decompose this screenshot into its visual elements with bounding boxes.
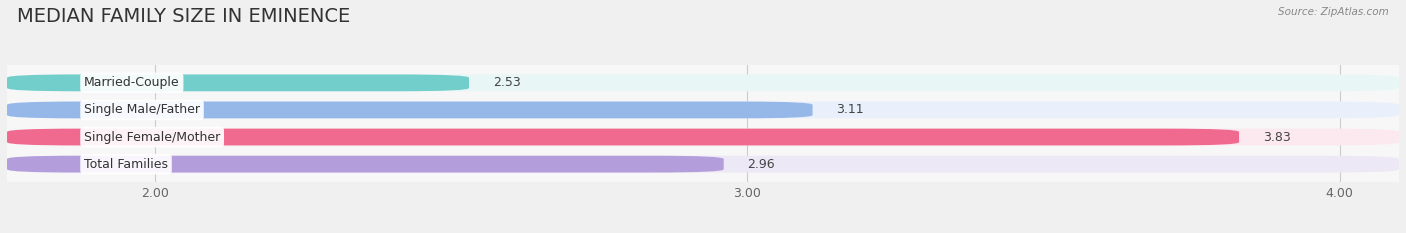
Text: Total Families: Total Families xyxy=(84,158,169,171)
Text: Married-Couple: Married-Couple xyxy=(84,76,180,89)
FancyBboxPatch shape xyxy=(7,156,1399,172)
Text: 2.96: 2.96 xyxy=(748,158,775,171)
Text: Single Male/Father: Single Male/Father xyxy=(84,103,200,116)
Text: 3.11: 3.11 xyxy=(837,103,863,116)
Text: MEDIAN FAMILY SIZE IN EMINENCE: MEDIAN FAMILY SIZE IN EMINENCE xyxy=(17,7,350,26)
FancyBboxPatch shape xyxy=(7,129,1399,145)
Text: 2.53: 2.53 xyxy=(492,76,520,89)
FancyBboxPatch shape xyxy=(7,102,1399,118)
Text: Source: ZipAtlas.com: Source: ZipAtlas.com xyxy=(1278,7,1389,17)
Text: Single Female/Mother: Single Female/Mother xyxy=(84,130,221,144)
Text: 3.83: 3.83 xyxy=(1263,130,1291,144)
FancyBboxPatch shape xyxy=(7,102,813,118)
FancyBboxPatch shape xyxy=(7,156,724,172)
FancyBboxPatch shape xyxy=(7,75,470,91)
FancyBboxPatch shape xyxy=(7,75,1399,91)
FancyBboxPatch shape xyxy=(7,129,1239,145)
